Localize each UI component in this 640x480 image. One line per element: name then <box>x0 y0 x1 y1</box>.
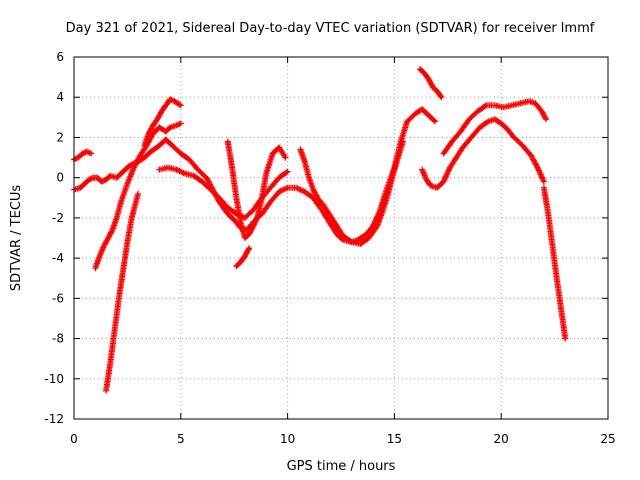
y-tick-label: -8 <box>52 332 64 346</box>
chart-title: Day 321 of 2021, Sidereal Day-to-day VTE… <box>66 21 595 36</box>
y-tick-label: -12 <box>44 412 64 426</box>
series-arc-7 <box>224 138 289 241</box>
series-arc-13 <box>540 184 569 342</box>
y-tick-label: 4 <box>56 90 64 104</box>
series-arc-4 <box>103 190 142 394</box>
series-arc-5 <box>141 96 184 149</box>
y-tick-label: 0 <box>56 171 64 185</box>
series-arc-8 <box>233 245 253 270</box>
y-tick-label: -4 <box>52 251 64 265</box>
y-tick-label: 6 <box>56 50 64 64</box>
plot-frame <box>73 56 609 420</box>
series-arc-3 <box>92 120 184 272</box>
x-tick-label: 5 <box>177 432 185 446</box>
series-arc-10 <box>417 66 445 101</box>
x-tick-label: 0 <box>70 432 78 446</box>
grid <box>74 57 608 419</box>
y-tick-label: -6 <box>52 291 64 305</box>
x-tick-label: 20 <box>494 432 509 446</box>
series-arc-11 <box>419 116 547 191</box>
y-tick-label: -10 <box>44 372 64 386</box>
data-series <box>71 66 569 394</box>
axes: 0 5 10 15 20 25 -12 -10 -8 -6 -4 -2 0 2 4 6 <box>44 50 615 446</box>
series-arc-9 <box>297 138 406 247</box>
x-tick-label: 25 <box>600 432 615 446</box>
x-tick-label: 15 <box>387 432 402 446</box>
y-axis-label: SDTVAR / TECUs <box>9 185 24 292</box>
x-tick-label: 10 <box>280 432 295 446</box>
x-axis-label: GPS time / hours <box>287 459 396 474</box>
series-arc-6 <box>156 164 291 221</box>
y-tick-label: -2 <box>52 211 64 225</box>
y-tick-label: 2 <box>56 130 64 144</box>
series-arc-12 <box>440 98 550 157</box>
